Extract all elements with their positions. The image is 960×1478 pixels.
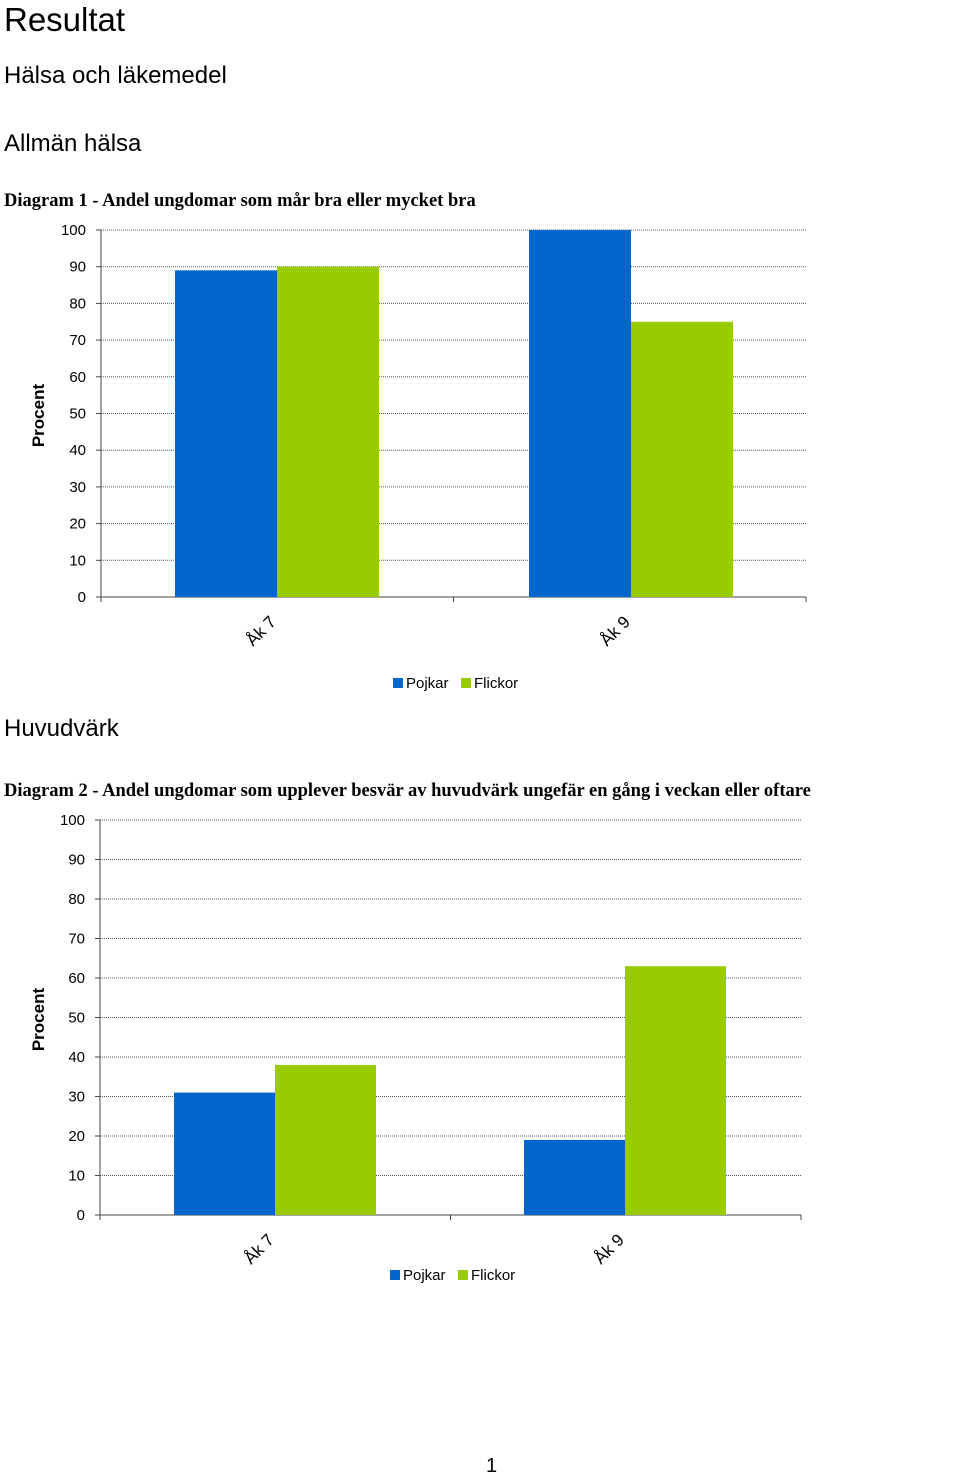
- y-tick-label: 30: [68, 1089, 85, 1106]
- y-tick-label: 60: [68, 970, 85, 987]
- y-axis-label: Procent: [29, 384, 48, 448]
- x-tick-label: Åk 7: [240, 1230, 277, 1267]
- bar-pojkar: [529, 230, 631, 597]
- y-axis-label: Procent: [29, 988, 48, 1052]
- legend-swatch-flickor: [461, 678, 471, 688]
- x-tick-label: Åk 9: [596, 612, 633, 649]
- y-tick-label: 10: [69, 552, 86, 569]
- y-tick-label: 50: [68, 1010, 85, 1027]
- y-tick-label: 0: [78, 589, 86, 606]
- y-tick-label: 10: [68, 1168, 85, 1185]
- y-tick-label: 40: [68, 1049, 85, 1066]
- legend-label-flickor: Flickor: [474, 675, 518, 692]
- legend-label-flickor: Flickor: [471, 1267, 515, 1284]
- section-heading: Hälsa och läkemedel: [4, 62, 227, 89]
- chart1: 0 10 20 30 40 50 60 70 80 90 100 Åk 7 Åk 9 Procent Poj…: [29, 222, 807, 692]
- legend-label-pojkar: Pojkar: [406, 675, 449, 692]
- bar-flickor: [277, 266, 379, 597]
- y-tick-label: 0: [77, 1207, 85, 1224]
- y-tick-label: 70: [68, 931, 85, 948]
- y-tick-label: 70: [69, 332, 86, 349]
- y-tick-label: 100: [61, 222, 86, 239]
- x-tick-label: Åk 9: [590, 1230, 627, 1267]
- x-tick-label: Åk 7: [242, 612, 279, 649]
- y-tick-label: 30: [69, 479, 86, 496]
- legend-swatch-pojkar: [390, 1270, 400, 1280]
- chart2-caption: Diagram 2 - Andel ungdomar som upplever …: [4, 781, 811, 801]
- chart2: 0 10 20 30 40 50 60 70 80 90 100 Åk 7 Åk 9 Procent Poj…: [29, 812, 802, 1284]
- bar-flickor: [625, 966, 726, 1215]
- y-tick-label: 20: [69, 516, 86, 533]
- bar-pojkar: [174, 1092, 275, 1215]
- chart2-heading: Huvudvärk: [4, 715, 119, 742]
- y-tick-label: 20: [68, 1128, 85, 1145]
- legend-swatch-flickor: [458, 1270, 468, 1280]
- chart1-caption: Diagram 1 - Andel ungdomar som mår bra e…: [4, 191, 476, 211]
- legend-swatch-pojkar: [393, 678, 403, 688]
- legend-label-pojkar: Pojkar: [403, 1267, 446, 1284]
- bar-flickor: [631, 321, 733, 597]
- y-tick-label: 90: [68, 852, 85, 869]
- page-title: Resultat: [4, 1, 126, 38]
- y-tick-label: 80: [68, 891, 85, 908]
- bar-flickor: [275, 1064, 376, 1215]
- y-tick-label: 100: [60, 812, 85, 829]
- y-tick-label: 40: [69, 442, 86, 459]
- y-tick-label: 50: [69, 406, 86, 423]
- page-number: 1: [486, 1455, 498, 1477]
- y-tick-label: 60: [69, 369, 86, 386]
- y-tick-label: 90: [69, 259, 86, 276]
- y-tick-label: 80: [69, 295, 86, 312]
- bar-pojkar: [524, 1139, 625, 1215]
- chart1-heading: Allmän hälsa: [4, 130, 142, 157]
- bar-pojkar: [175, 270, 277, 597]
